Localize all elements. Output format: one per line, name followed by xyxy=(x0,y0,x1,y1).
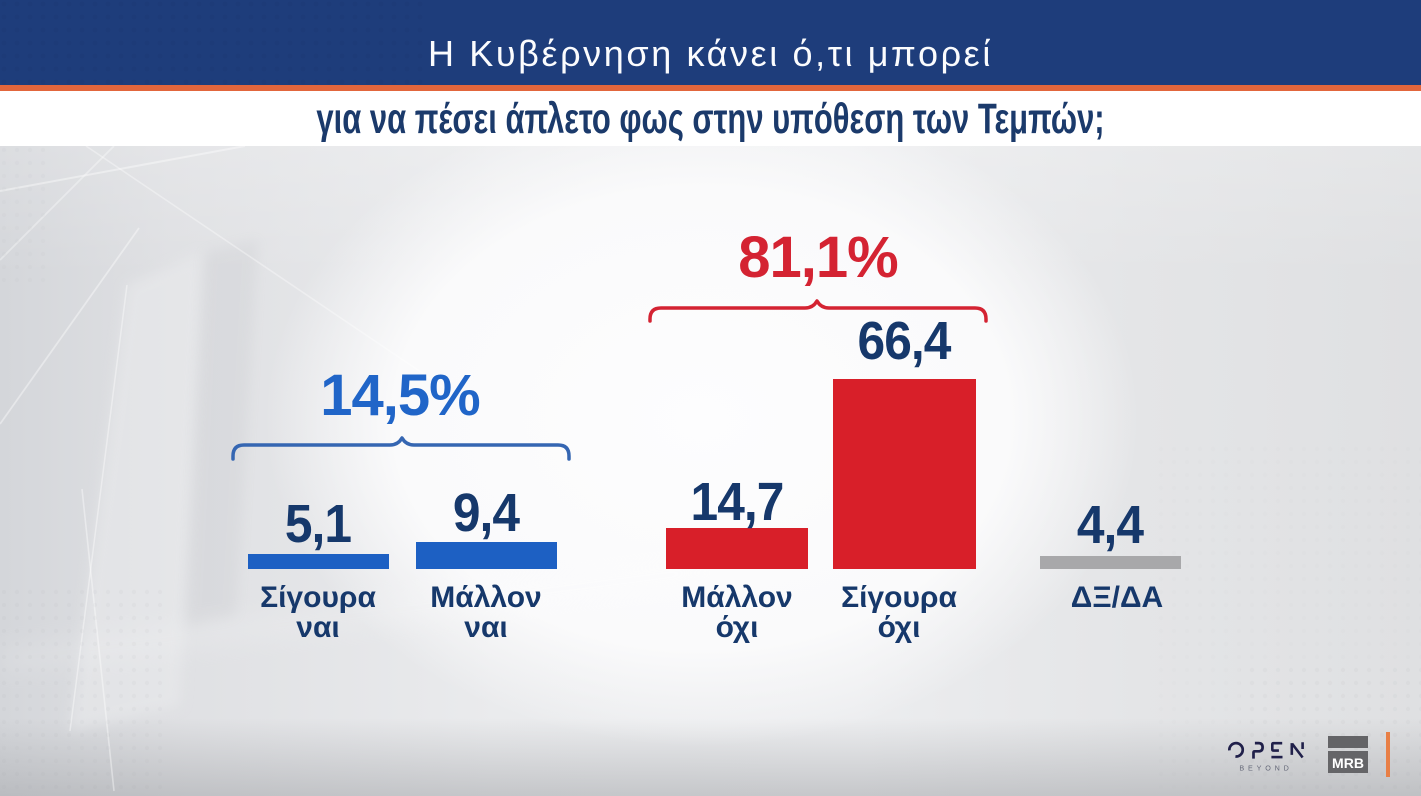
svg-text:BEYOND: BEYOND xyxy=(1239,764,1292,773)
